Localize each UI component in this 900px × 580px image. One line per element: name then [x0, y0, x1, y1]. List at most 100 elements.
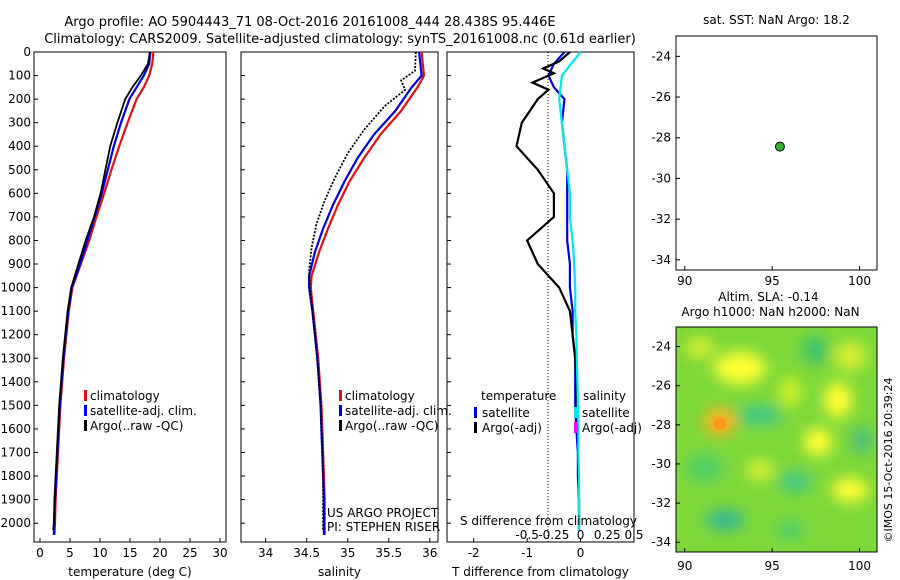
x-tick-label: 0 — [577, 546, 585, 560]
x-tick-label: -2 — [468, 546, 480, 560]
legend-title-salinity: salinity — [583, 389, 626, 403]
x-tick-label: 34 — [258, 546, 273, 560]
legend-swatch — [84, 405, 87, 416]
depth-tick-label: 1300 — [0, 351, 31, 365]
x-tick-label: 0 — [36, 546, 44, 560]
x-tick-label: 34.5 — [293, 546, 320, 560]
legend-label: satellite — [582, 406, 630, 420]
depth-tick-label: 900 — [8, 257, 31, 271]
depth-tick-label: 100 — [8, 69, 31, 83]
legend-label: Argo(-adj) — [582, 421, 642, 435]
map-x-tick-label: 100 — [848, 274, 871, 288]
argo-location-marker — [774, 141, 785, 152]
imos-timestamp: ©IMOS 15-Oct-2016 20:39:24 — [882, 377, 895, 542]
x-tick-label: 25 — [182, 546, 197, 560]
s-tick-label: -0.5 — [515, 528, 538, 542]
series-line-argo---raw--qc- — [52, 51, 151, 531]
legend-swatch — [474, 407, 477, 418]
figure-title-line2: Climatology: CARS2009. Satellite-adjuste… — [44, 32, 636, 47]
x-tick-label: 10 — [92, 546, 107, 560]
altimetry-title-line1: Altim. SLA: -0.14 — [718, 290, 818, 304]
location-map-axes — [675, 35, 878, 271]
altimetry-x-tick-label: 95 — [764, 559, 779, 573]
x-tick-label: -1 — [521, 546, 533, 560]
legend-swatch — [574, 407, 577, 418]
depth-tick-label: 300 — [8, 116, 31, 130]
depth-tick-label: 200 — [8, 92, 31, 106]
s-tick-label: -0.25 — [538, 528, 569, 542]
depth-tick-label: 700 — [8, 210, 31, 224]
legend-title-temperature: temperature — [481, 389, 556, 403]
depth-tick-label: 500 — [8, 163, 31, 177]
map-x-tick-label: 90 — [677, 274, 692, 288]
x-tick-label: 35 — [340, 546, 355, 560]
x-tick-label: 35.5 — [375, 546, 402, 560]
legend-label: Argo(..raw -QC) — [345, 419, 438, 433]
legend-swatch — [474, 422, 477, 433]
depth-tick-label: 1800 — [0, 469, 31, 483]
altimetry-y-tick-label: -32 — [651, 496, 671, 510]
temperature-axes — [33, 51, 227, 543]
depth-tick-label: 600 — [8, 186, 31, 200]
salinity-axes — [240, 51, 439, 543]
depth-tick-label: 800 — [8, 233, 31, 247]
altimetry-title-line2: Argo h1000: NaN h2000: NaN — [681, 305, 859, 319]
x-axis-label: temperature (deg C) — [68, 565, 191, 579]
x-tick-label: 36 — [422, 546, 437, 560]
depth-tick-label: 1100 — [0, 304, 31, 318]
project-annotation: PI: STEPHEN RISER — [327, 520, 440, 534]
x-tick-label: 20 — [152, 546, 167, 560]
map-y-tick-label: -24 — [651, 49, 671, 63]
altimetry-y-tick-label: -28 — [651, 418, 671, 432]
map-y-tick-label: -26 — [651, 90, 671, 104]
depth-tick-label: 400 — [8, 139, 31, 153]
legend-label: satellite — [482, 406, 530, 420]
map-x-tick-label: 95 — [764, 274, 779, 288]
legend-swatch — [339, 420, 342, 431]
map-y-tick-label: -30 — [651, 171, 671, 185]
depth-tick-label: 1400 — [0, 375, 31, 389]
project-annotation: US ARGO PROJECT — [327, 506, 439, 520]
depth-tick-label: 1600 — [0, 422, 31, 436]
x-tick-label: 5 — [66, 546, 74, 560]
altimetry-y-tick-label: -30 — [651, 457, 671, 471]
legend-label: climatology — [90, 389, 160, 403]
legend-swatch — [339, 405, 342, 416]
depth-tick-label: 1900 — [0, 493, 31, 507]
altimetry-y-tick-label: -24 — [651, 340, 671, 354]
altimetry-map-axes — [675, 326, 878, 553]
x-tick-label: 30 — [212, 546, 227, 560]
depth-tick-label: 2000 — [0, 516, 31, 530]
s-tick-label: 0.25 — [594, 528, 621, 542]
legend-label: satellite-adj. clim. — [90, 404, 197, 418]
map-y-tick-label: -32 — [651, 212, 671, 226]
legend-label: satellite-adj. clim. — [345, 404, 452, 418]
legend-label: climatology — [345, 389, 415, 403]
location-map-title: sat. SST: NaN Argo: 18.2 — [703, 13, 850, 27]
legend-label: Argo(-adj) — [482, 421, 542, 435]
legend-swatch — [84, 420, 87, 431]
depth-tick-label: 1000 — [0, 281, 31, 295]
s-tick-label: 0 — [577, 528, 585, 542]
x-tick-label: 15 — [122, 546, 137, 560]
depth-tick-label: 0 — [23, 45, 31, 59]
x-axis-label: T difference from climatology — [451, 565, 629, 579]
legend-label: Argo(..raw -QC) — [90, 419, 183, 433]
legend-swatch — [574, 422, 577, 433]
altimetry-y-tick-label: -26 — [651, 379, 671, 393]
map-y-tick-label: -28 — [651, 131, 671, 145]
depth-tick-label: 1200 — [0, 328, 31, 342]
map-y-tick-label: -34 — [651, 253, 671, 267]
altimetry-y-tick-label: -34 — [651, 535, 671, 549]
series-line-argo---raw--qc- — [308, 51, 417, 531]
legend-swatch — [84, 390, 87, 401]
s-axis-label: S difference from climatology — [460, 514, 637, 528]
s-tick-label: 0.5 — [624, 528, 643, 542]
series-line-salinity-satellite — [558, 51, 582, 531]
altimetry-heatmap — [676, 327, 877, 552]
depth-tick-label: 1500 — [0, 398, 31, 412]
x-axis-label: salinity — [318, 565, 361, 579]
depth-tick-label: 1700 — [0, 445, 31, 459]
altimetry-x-tick-label: 90 — [677, 559, 692, 573]
